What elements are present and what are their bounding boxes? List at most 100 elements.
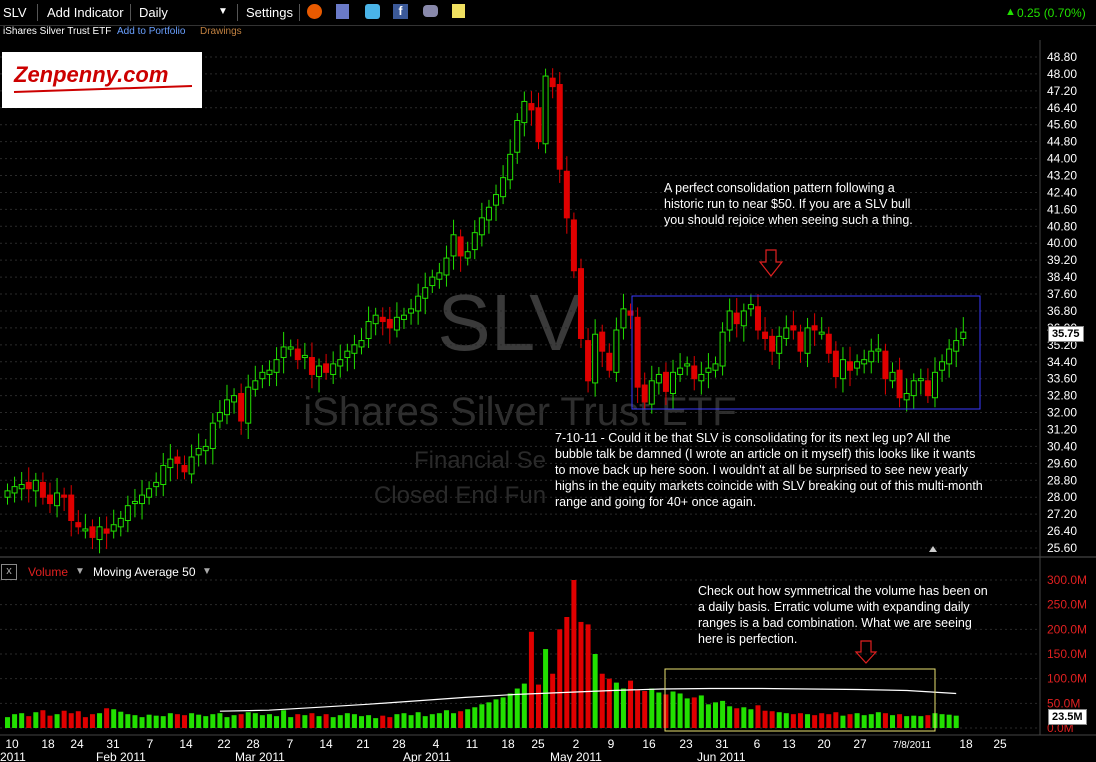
- book-icon[interactable]: [336, 4, 349, 19]
- volume-bar: [132, 715, 138, 728]
- volume-bar: [224, 717, 230, 728]
- x-tick-label: 25: [531, 737, 545, 751]
- chevron-down-icon[interactable]: ▼: [218, 6, 228, 17]
- price-candle: [436, 272, 443, 280]
- price-candle: [754, 306, 761, 331]
- volume-bar: [295, 714, 301, 728]
- volume-bar: [890, 715, 895, 728]
- arrow-down-icon: [854, 640, 878, 664]
- price-candle: [46, 494, 53, 505]
- price-candle: [231, 395, 238, 403]
- volume-bar: [493, 699, 499, 728]
- volume-bar: [309, 713, 315, 728]
- volume-bar: [351, 714, 357, 728]
- volume-bar: [189, 713, 195, 728]
- price-tick-label: 45.60: [1047, 118, 1077, 132]
- price-candle: [259, 371, 266, 380]
- volume-bar: [12, 714, 18, 728]
- price-candle: [252, 380, 259, 390]
- chevron-down-icon[interactable]: ▼: [202, 566, 212, 577]
- price-candle: [542, 75, 549, 145]
- volume-bar: [451, 713, 457, 728]
- symbol-input[interactable]: SLV: [3, 5, 27, 20]
- price-candle: [556, 84, 563, 170]
- price-candle: [379, 316, 386, 323]
- volume-bar: [762, 710, 768, 728]
- volume-bar: [642, 691, 648, 728]
- price-candle: [4, 490, 11, 498]
- price-candle: [323, 363, 330, 373]
- facebook-icon[interactable]: f: [393, 4, 408, 19]
- price-candle: [39, 481, 46, 498]
- volume-bar: [266, 714, 272, 728]
- settings-button[interactable]: Settings: [246, 5, 293, 20]
- price-candle: [245, 386, 252, 424]
- price-candle: [931, 371, 938, 399]
- drawings-link[interactable]: Drawings: [200, 26, 242, 37]
- volume-bar: [904, 716, 910, 728]
- volume-bar: [316, 716, 322, 728]
- price-candle: [68, 494, 75, 521]
- x-tick-label: 13: [782, 737, 796, 751]
- volume-bar: [741, 707, 747, 728]
- price-candle: [415, 295, 422, 312]
- add-to-portfolio-link[interactable]: Add to Portfolio: [117, 26, 186, 37]
- price-candle: [139, 494, 146, 505]
- x-tick-label: 2: [573, 737, 580, 751]
- chevron-down-icon[interactable]: ▼: [75, 566, 85, 577]
- price-candle: [507, 153, 514, 181]
- volume-bar: [536, 684, 541, 728]
- volume-label[interactable]: Volume: [28, 565, 69, 579]
- close-panel-button[interactable]: x: [1, 564, 17, 580]
- price-candle: [783, 327, 790, 339]
- volume-bar: [281, 710, 287, 728]
- price-candle: [174, 456, 181, 464]
- price-candle: [811, 325, 818, 331]
- volume-bar: [620, 688, 626, 728]
- price-candle: [266, 369, 273, 375]
- price-candle: [677, 367, 684, 375]
- price-candle: [847, 361, 854, 371]
- volume-bar: [507, 693, 513, 728]
- price-candle: [131, 500, 138, 505]
- add-indicator-button[interactable]: Add Indicator: [47, 5, 124, 20]
- period-select[interactable]: Daily: [139, 5, 168, 20]
- volume-bar: [663, 694, 669, 728]
- price-candle: [917, 378, 924, 382]
- volume-bar: [203, 716, 209, 728]
- volume-bar: [748, 709, 754, 728]
- price-candle: [585, 340, 592, 382]
- price-candle: [124, 505, 131, 521]
- price-candle: [875, 348, 882, 352]
- volume-bar: [628, 680, 634, 728]
- volume-bar: [812, 715, 818, 728]
- binoculars-icon[interactable]: [423, 5, 438, 17]
- price-candle: [698, 373, 705, 382]
- price-candle: [457, 236, 464, 257]
- arrow-down-icon: [758, 249, 784, 277]
- x-tick-label: 24: [70, 737, 84, 751]
- moving-average-label[interactable]: Moving Average 50: [93, 565, 196, 579]
- volume-bar: [925, 715, 931, 728]
- scroll-up-icon[interactable]: [929, 546, 937, 552]
- price-candle: [181, 464, 188, 473]
- volume-bar: [868, 714, 874, 728]
- price-candle: [776, 335, 783, 354]
- note-icon[interactable]: [452, 4, 465, 18]
- volume-bar: [953, 715, 959, 728]
- price-candle: [110, 524, 117, 532]
- price-candle: [514, 119, 521, 153]
- price-tick-label: 25.60: [1047, 541, 1077, 555]
- volume-bar: [167, 713, 173, 728]
- alarm-clock-icon[interactable]: [307, 4, 322, 19]
- twitter-icon[interactable]: [365, 4, 380, 19]
- price-candle: [337, 359, 344, 367]
- price-tick-label: 27.20: [1047, 507, 1077, 521]
- volume-bar: [231, 715, 237, 728]
- volume-bar: [415, 712, 421, 728]
- x-tick-label: 11: [466, 737, 479, 751]
- volume-bar: [47, 715, 53, 728]
- volume-bar: [755, 705, 761, 728]
- price-candle: [167, 458, 174, 469]
- price-tick-label: 37.60: [1047, 287, 1077, 301]
